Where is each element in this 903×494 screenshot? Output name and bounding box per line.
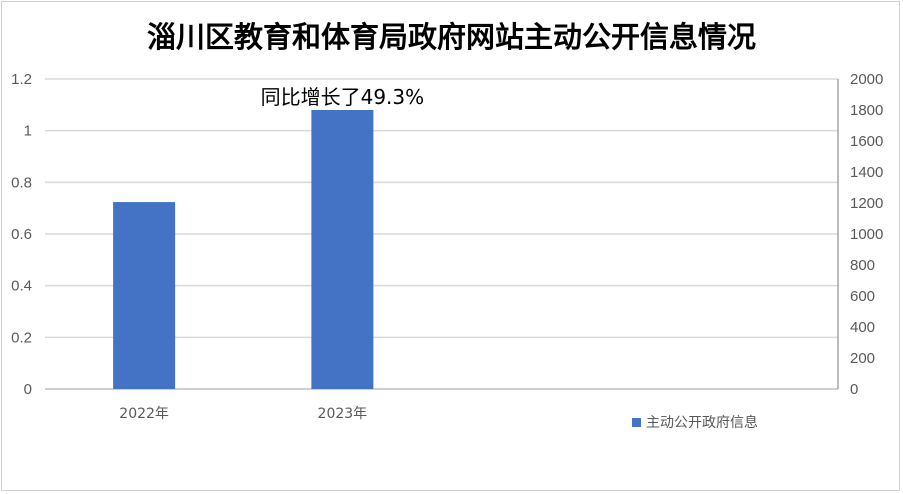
left-tick-label: 0.8 [11,174,32,191]
bar-2022年 [113,202,176,389]
left-tick-label: 0.6 [11,226,32,243]
right-tick-label: 600 [850,288,875,305]
left-tick-label: 1.2 [11,71,32,88]
right-tick-label: 1800 [850,102,883,119]
annotation-label: 同比增长了49.3% [261,85,425,109]
right-tick-label: 1000 [850,226,883,243]
right-tick-label: 1600 [850,133,883,150]
legend-label: 主动公开政府信息 [646,415,758,431]
legend-swatch [632,417,641,427]
right-tick-label: 1200 [850,195,883,212]
x-tick-label: 2022年 [119,406,169,422]
legend: 主动公开政府信息 [632,412,758,432]
left-tick-label: 1 [24,123,32,140]
right-tick-label: 400 [850,319,875,336]
chart-title: 淄川区教育和体育局政府网站主动公开信息情况 [146,20,756,54]
x-tick-label: 2023年 [318,406,368,422]
left-tick-label: 0.2 [11,329,32,346]
left-tick-label: 0.4 [11,278,32,295]
right-tick-label: 1400 [850,164,883,181]
bar-2023年 [311,110,374,389]
right-tick-label: 200 [850,350,875,367]
right-tick-label: 0 [850,381,858,398]
right-tick-label: 800 [850,257,875,274]
right-tick-label: 2000 [850,71,883,88]
left-tick-label: 0 [24,381,32,398]
